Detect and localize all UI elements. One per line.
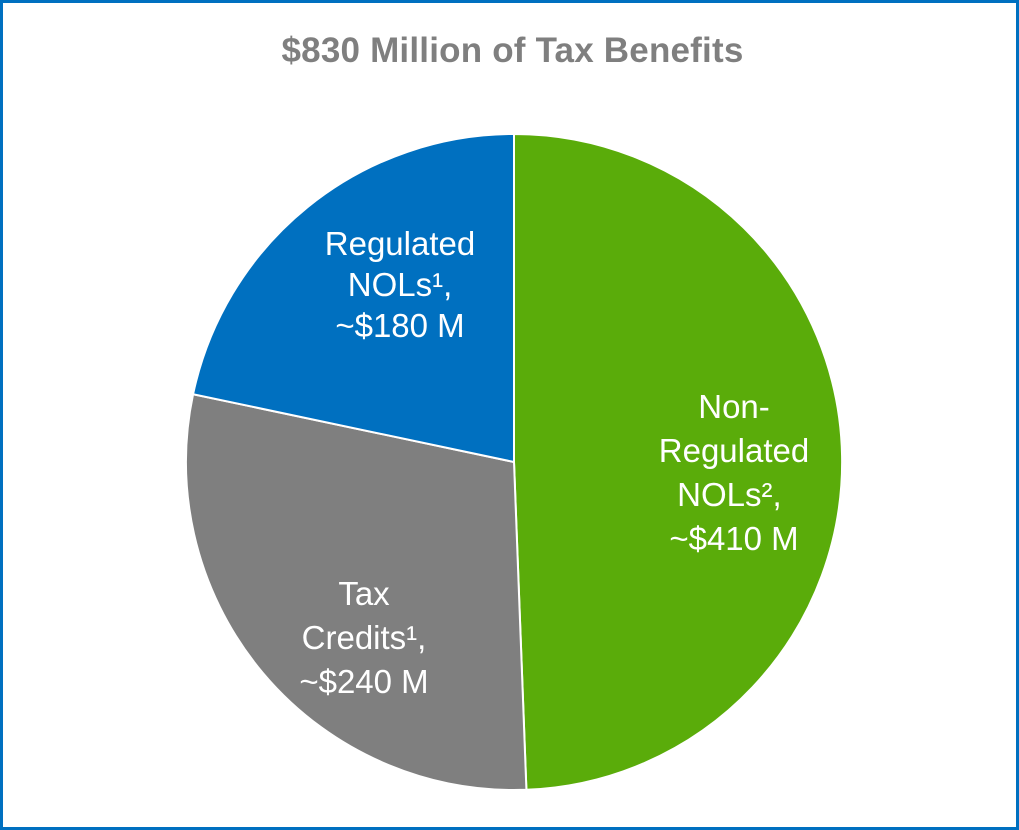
chart-title: $830 Million of Tax Benefits: [281, 31, 744, 70]
slice-label-0: Non-Regulated NOLs², ~$410 M: [659, 388, 809, 557]
slice-label-2: Regulated NOLs¹, ~$180 M: [325, 225, 475, 344]
pie-slice-2: [191, 132, 515, 464]
pie-slice-1: [185, 393, 528, 791]
slice-label-1: Tax Credits¹, ~$240 M: [299, 575, 428, 700]
pie-slice-0: [513, 132, 844, 791]
